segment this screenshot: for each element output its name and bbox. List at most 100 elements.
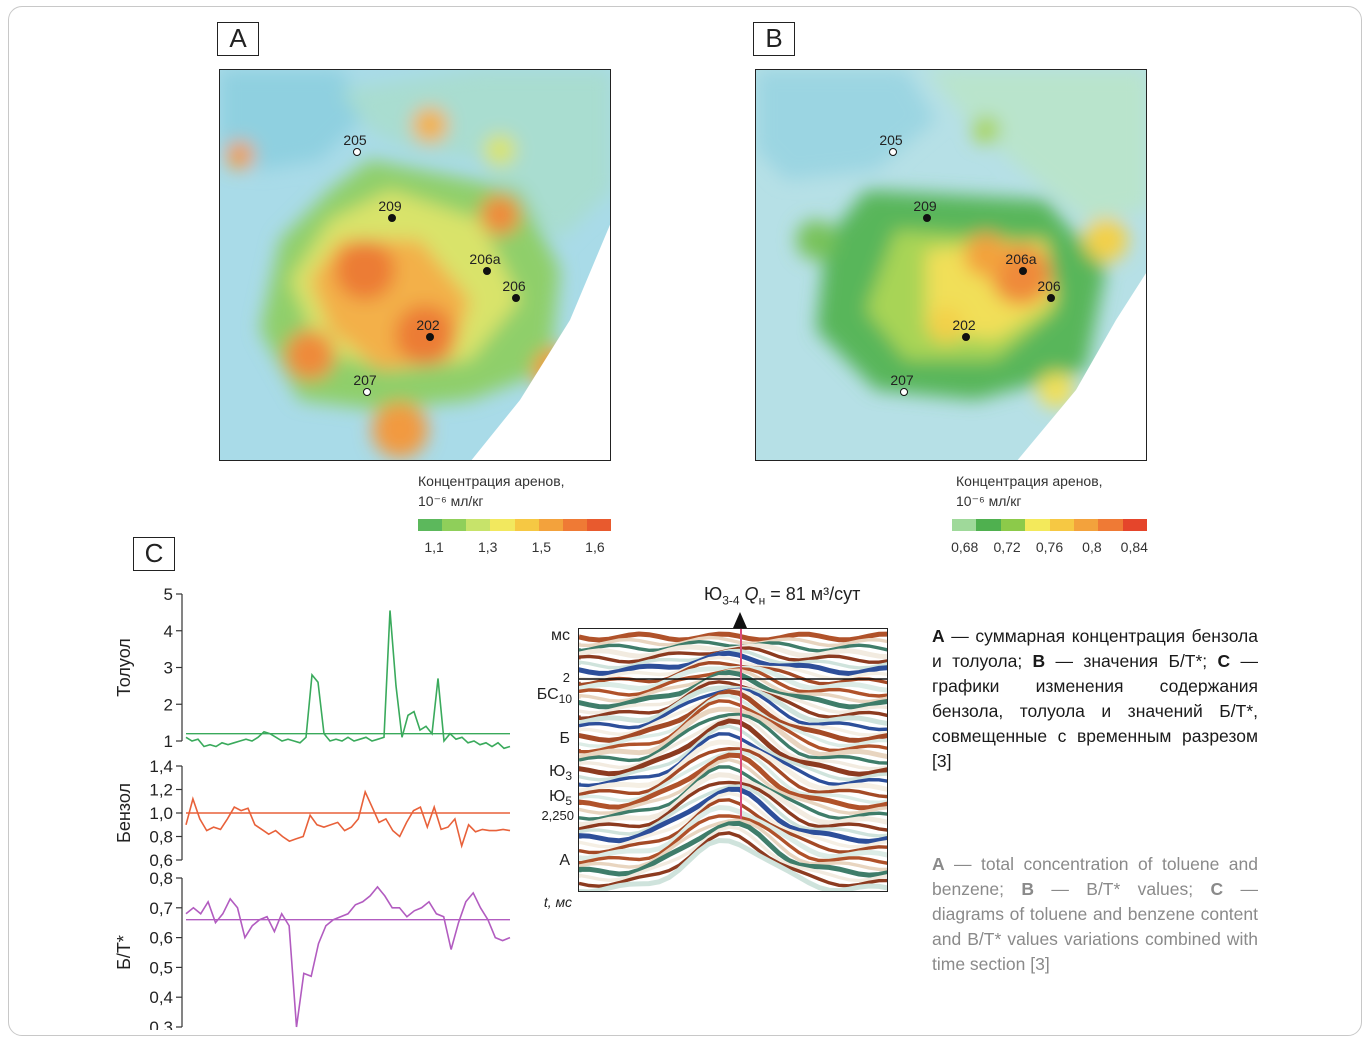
series-line (185, 610, 511, 750)
well-label: 207 (353, 372, 377, 388)
seismic-reflector (579, 786, 887, 845)
section-label-2250: 2,250 (541, 808, 574, 823)
legend-tick-label: 0,84 (1120, 539, 1148, 555)
section-label-time-axis: t, мс (543, 894, 572, 910)
seismic-reflector (579, 689, 887, 744)
y-tick-label: 1 (164, 732, 173, 751)
y-axis-label: Б/Т* (114, 935, 134, 970)
well-label: 206a (469, 251, 501, 267)
series-line (185, 789, 511, 849)
panel-c-tag: C (133, 537, 175, 571)
legend-swatch (466, 519, 491, 531)
well-label: 207 (890, 372, 914, 388)
legend-swatch (1000, 519, 1026, 531)
seismic-reflector (579, 798, 887, 855)
seismic-reflector (579, 680, 887, 721)
legend-b-title-line2: 10⁻⁶ мл/кг (956, 493, 1022, 509)
y-tick-label: 0,7 (149, 899, 173, 918)
seismic-reflector (579, 837, 887, 891)
y-tick-label: 2 (164, 695, 173, 714)
seismic-reflector (579, 650, 887, 677)
caption-russian: А — суммарная концентрация бензола и тол… (932, 626, 1258, 771)
y-tick-label: 5 (164, 585, 173, 604)
seismic-reflector (579, 685, 887, 726)
seismic-reflector (579, 635, 887, 648)
y-tick-label: 1,4 (149, 757, 173, 776)
map-a (219, 69, 611, 461)
legend-swatch (1025, 519, 1050, 531)
section-label-yu5: Ю5 (549, 788, 572, 809)
seismic-reflector (579, 765, 887, 821)
section-label-ms: мс (551, 627, 570, 644)
well-marker (962, 333, 970, 341)
seismic-reflector (579, 669, 887, 710)
legend-tick-label: 1,5 (531, 539, 552, 555)
y-tick-label: 0,8 (149, 869, 173, 888)
legend-swatch (514, 519, 539, 531)
seismic-reflector (579, 818, 887, 872)
legend-swatch (1122, 519, 1147, 531)
seismic-reflector (579, 693, 887, 748)
well-label: 206 (502, 278, 526, 294)
chart-c-lines: 12345Толуол0,60,81,01,21,4Бензол0,30,40,… (114, 585, 511, 1030)
well-marker (889, 148, 897, 156)
seismic-reflector (579, 791, 887, 849)
well-marker (1019, 267, 1027, 275)
well-label: 205 (879, 132, 903, 148)
seismic-reflector (579, 706, 887, 760)
legend-tick-label: 1,1 (424, 539, 444, 555)
well-label: 205 (343, 132, 367, 148)
y-tick-label: 0,8 (149, 828, 173, 847)
legend-swatch (952, 519, 977, 531)
figure-frame (8, 6, 1362, 1036)
legend-swatch (1073, 519, 1099, 531)
well-marker (426, 333, 434, 341)
seismic-reflector (579, 674, 887, 715)
seismic-reflector (579, 746, 887, 799)
seismic-section (578, 628, 888, 892)
well-label: 209 (378, 198, 402, 214)
seismic-reflector (579, 715, 887, 771)
well-marker (1047, 294, 1055, 302)
y-tick-label: 0,3 (149, 1018, 173, 1030)
legend-a-title-line1: Концентрация аренов, (418, 473, 565, 489)
seismic-reflector (579, 749, 887, 805)
section-label-a: А (559, 852, 570, 869)
map-b (755, 69, 1147, 461)
well-marker (923, 214, 931, 222)
seismic-reflector (579, 699, 887, 754)
section-label-b: Б (559, 730, 571, 747)
seismic-reflector (579, 739, 887, 794)
section-label-2: 2 (562, 670, 570, 685)
legend-b-title-line1: Концентрация аренов, (956, 473, 1103, 489)
seismic-reflector (579, 752, 887, 811)
legend-swatch (562, 519, 587, 531)
well-label: 206a (1005, 251, 1037, 267)
y-tick-label: 0,4 (149, 988, 173, 1007)
legend-tick-label: 0,72 (993, 539, 1021, 555)
legend-swatch (442, 519, 467, 531)
legend-swatch (418, 519, 443, 531)
well-label: 209 (913, 198, 937, 214)
legend-a-title-line2: 10⁻⁶ мл/кг (418, 493, 484, 509)
seismic-reflector (579, 732, 887, 788)
y-axis-label: Бензол (114, 783, 134, 843)
y-tick-label: 3 (164, 659, 173, 678)
well-label: 206 (1037, 278, 1061, 294)
well-marker (388, 214, 396, 222)
legend-tick-label: 0,76 (1035, 539, 1064, 555)
panel-b-tag: B (753, 22, 795, 56)
seismic-reflector (579, 784, 887, 838)
y-tick-label: 4 (164, 622, 173, 641)
y-tick-label: 0,5 (149, 958, 173, 977)
seismic-reflector (579, 831, 887, 888)
series-line (185, 885, 511, 1028)
y-tick-label: 0,6 (149, 929, 173, 948)
seismic-reflector (579, 825, 887, 883)
legend-swatch (1049, 519, 1074, 531)
seismic-reflector (579, 780, 887, 832)
legend-swatch (490, 519, 515, 531)
section-label-yu3: Ю3 (549, 763, 572, 784)
seismic-reflector (579, 631, 887, 643)
legend-b-colorbar (952, 519, 1147, 531)
